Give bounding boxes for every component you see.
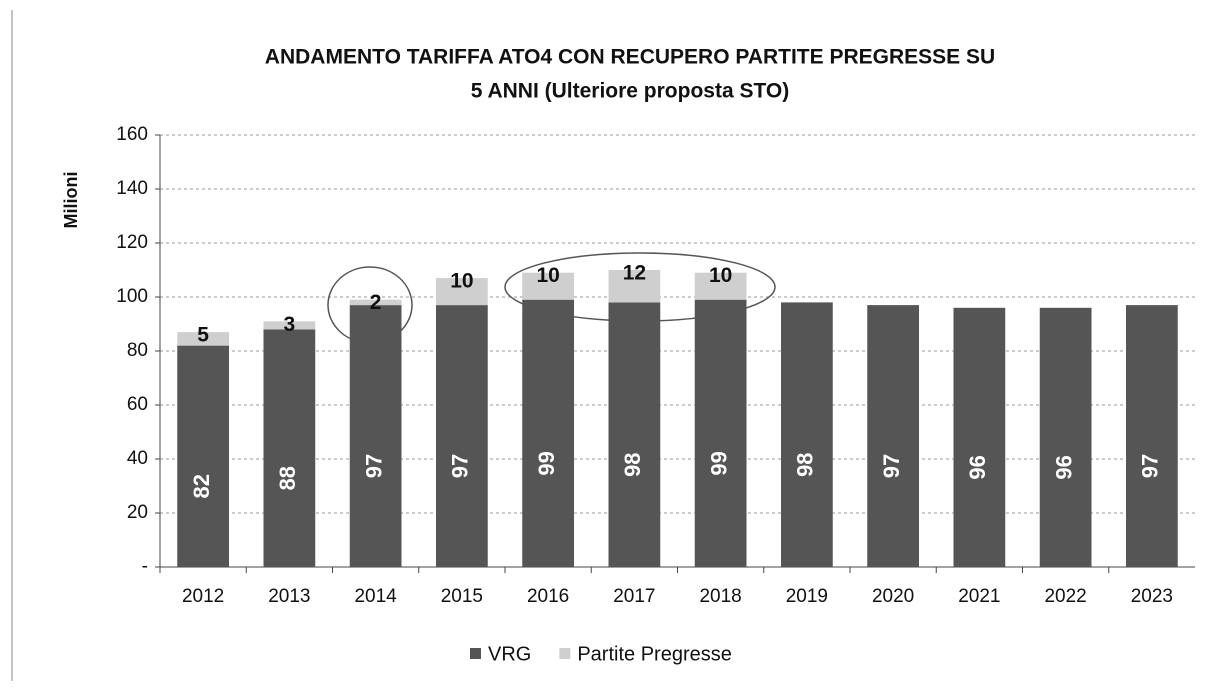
- y-tick-label: 40: [127, 448, 148, 469]
- bar-segment: [349, 305, 402, 567]
- y-tick-label: -: [142, 556, 148, 577]
- data-label: 12: [623, 262, 646, 285]
- legend-swatch: [470, 648, 481, 659]
- data-label: 97: [448, 454, 473, 478]
- bar-segment: [867, 305, 919, 567]
- x-tick-label: 2021: [958, 586, 1000, 607]
- legend-label: Partite Pregresse: [577, 643, 732, 665]
- bar-segment: [522, 299, 574, 567]
- data-label: 96: [1051, 455, 1076, 479]
- bar-segment: [263, 321, 316, 330]
- y-tick-label: 60: [127, 394, 148, 415]
- bar-segment: [608, 270, 661, 303]
- x-tick-label: 2022: [1044, 586, 1086, 607]
- x-tick-label: 2014: [354, 586, 397, 607]
- x-tick-label: 2016: [527, 586, 569, 607]
- bar-segment: [1126, 305, 1178, 567]
- x-tick-label: 2018: [699, 586, 741, 607]
- data-label: 96: [965, 455, 990, 479]
- data-label: 88: [275, 466, 300, 490]
- data-label: 97: [361, 454, 386, 478]
- data-label: 10: [709, 264, 732, 287]
- y-tick-label: 140: [116, 178, 148, 199]
- legend-label: VRG: [488, 643, 531, 665]
- data-label: 5: [197, 324, 209, 347]
- chart-title: 5 ANNI (Ulteriore proposta STO): [471, 80, 790, 103]
- bar-segment: [436, 305, 488, 567]
- y-tick-label: 120: [116, 232, 148, 253]
- bar-segment: [177, 345, 229, 567]
- x-tick-label: 2023: [1131, 586, 1173, 607]
- bar-segment: [263, 329, 316, 567]
- x-tick-label: 2015: [441, 586, 483, 607]
- legend-swatch: [559, 648, 571, 659]
- data-label: 3: [284, 313, 296, 336]
- bar-segment: [1039, 307, 1092, 567]
- bar-segment: [608, 302, 661, 567]
- bar-segment: [694, 272, 747, 300]
- data-label: 98: [793, 452, 818, 476]
- data-label: 97: [879, 454, 904, 478]
- x-tick-label: 2012: [182, 586, 224, 607]
- data-label: 10: [450, 270, 473, 293]
- plot: - 20 40 60 80 100 120 140 160 2012 82 5 2013 88 3 2014 9…: [116, 124, 1195, 665]
- bar-segment: [953, 307, 1006, 567]
- y-tick-label: 100: [116, 286, 148, 307]
- bar-segment: [694, 299, 747, 567]
- chart-title: ANDAMENTO TARIFFA ATO4 CON RECUPERO PART…: [265, 46, 995, 69]
- x-tick-label: 2020: [872, 586, 914, 607]
- bar-segment: [436, 278, 488, 306]
- data-label: 10: [536, 264, 559, 287]
- data-label: 99: [706, 451, 731, 475]
- x-tick-label: 2017: [613, 586, 655, 607]
- annotation-circle: [504, 252, 776, 322]
- data-label: 99: [534, 451, 559, 475]
- x-tick-label: 2019: [786, 586, 828, 607]
- data-label: 97: [1138, 454, 1163, 478]
- data-label: 2: [370, 291, 382, 314]
- data-label: 98: [620, 452, 645, 476]
- bar-segment: [349, 299, 402, 306]
- bar-segment: [522, 272, 574, 300]
- x-tick-label: 2013: [268, 586, 310, 607]
- data-label: 82: [189, 474, 214, 498]
- bar-segment: [781, 302, 833, 567]
- y-tick-label: 20: [127, 502, 148, 523]
- y-axis-label: Milioni: [61, 172, 81, 229]
- bar-segment: [177, 332, 229, 346]
- y-tick-label: 160: [116, 124, 148, 145]
- annotation-circle: [327, 266, 413, 344]
- y-tick-label: 80: [127, 340, 148, 361]
